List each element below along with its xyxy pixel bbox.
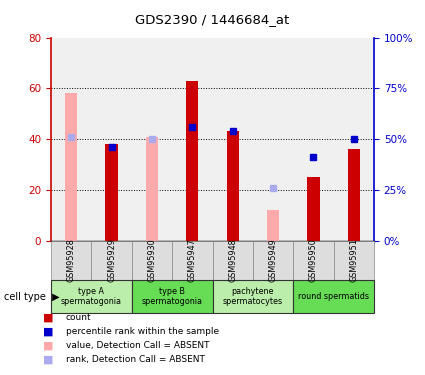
Text: GSM95928: GSM95928 [67, 238, 76, 282]
Text: rank, Detection Call = ABSENT: rank, Detection Call = ABSENT [66, 356, 205, 364]
Bar [267, 210, 279, 241]
Text: GSM95948: GSM95948 [228, 239, 237, 282]
Bar [293, 38, 334, 241]
Text: type A
spermatogonia: type A spermatogonia [61, 287, 122, 306]
Text: ■: ■ [42, 312, 53, 322]
Text: GSM95947: GSM95947 [188, 238, 197, 282]
Text: ■: ■ [42, 355, 53, 365]
Bar [212, 38, 253, 241]
Bar [334, 38, 374, 241]
Text: GSM95930: GSM95930 [147, 239, 156, 282]
Bar [172, 38, 212, 241]
Bar [307, 177, 320, 241]
Text: GSM95951: GSM95951 [349, 238, 358, 282]
Text: percentile rank within the sample: percentile rank within the sample [66, 327, 219, 336]
Text: value, Detection Call = ABSENT: value, Detection Call = ABSENT [66, 341, 210, 350]
Bar [91, 38, 132, 241]
Bar [186, 81, 198, 241]
Text: count: count [66, 313, 91, 322]
Bar [105, 144, 118, 241]
Text: GSM95929: GSM95929 [107, 238, 116, 282]
Text: GSM95949: GSM95949 [269, 238, 278, 282]
Text: ■: ■ [42, 327, 53, 337]
Text: GSM95950: GSM95950 [309, 238, 318, 282]
Bar [132, 38, 172, 241]
Bar [227, 131, 239, 241]
Bar [253, 38, 293, 241]
Text: cell type  ▶: cell type ▶ [4, 292, 60, 302]
Text: pachytene
spermatocytes: pachytene spermatocytes [223, 287, 283, 306]
Text: ■: ■ [42, 341, 53, 351]
Bar [348, 149, 360, 241]
Text: type B
spermatogonia: type B spermatogonia [142, 287, 203, 306]
Text: GDS2390 / 1446684_at: GDS2390 / 1446684_at [136, 13, 289, 26]
Bar [65, 93, 77, 241]
Bar [146, 136, 158, 241]
Bar [51, 38, 91, 241]
Text: round spermatids: round spermatids [298, 292, 369, 301]
